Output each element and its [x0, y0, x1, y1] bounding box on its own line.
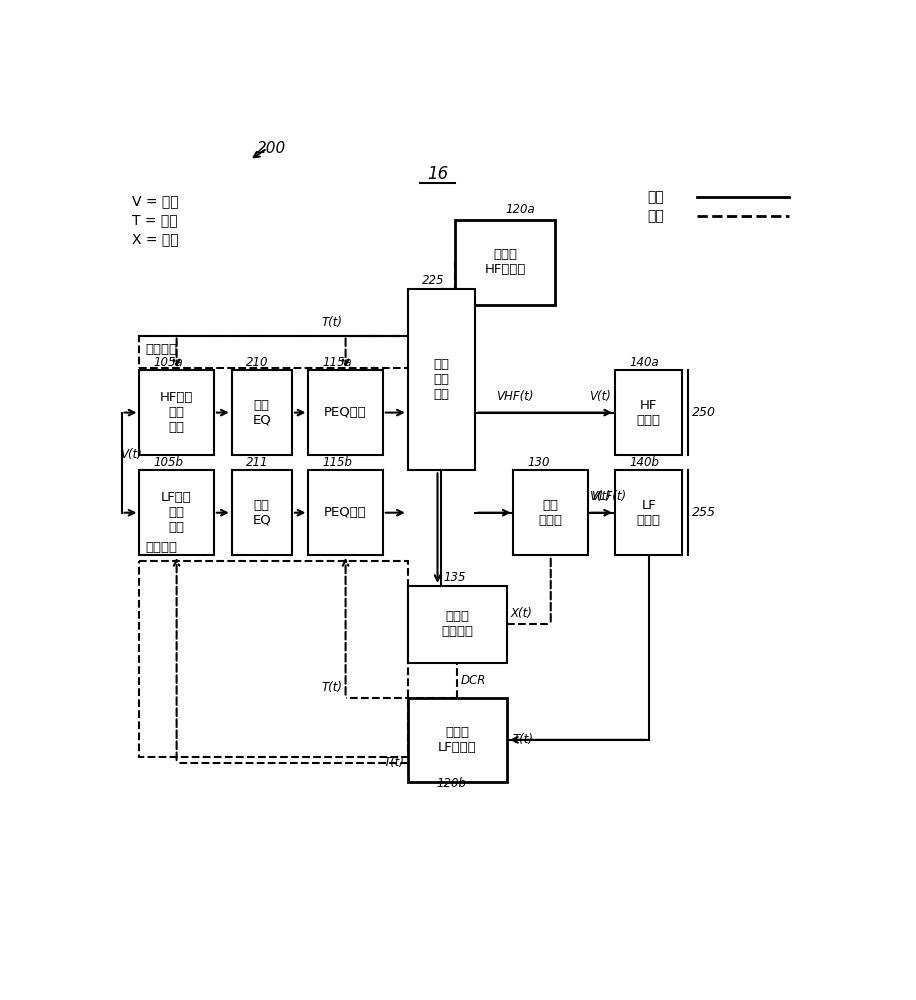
Text: 200: 200 — [256, 141, 286, 156]
Text: 增益调整: 增益调整 — [145, 541, 177, 554]
Bar — [309, 470, 383, 555]
Bar — [615, 370, 682, 455]
Text: 255: 255 — [692, 506, 715, 519]
Text: T(t): T(t) — [321, 316, 342, 329]
Bar — [615, 470, 682, 555]
Text: V = 电压: V = 电压 — [132, 194, 179, 208]
Bar — [139, 336, 455, 368]
Text: T(t): T(t) — [321, 681, 342, 694]
Bar — [408, 698, 507, 782]
Text: PEQ校正: PEQ校正 — [324, 506, 367, 519]
Text: 热模型
LF驱动器: 热模型 LF驱动器 — [438, 726, 476, 754]
Text: 115a: 115a — [322, 356, 353, 369]
Text: T(t): T(t) — [383, 756, 404, 769]
Bar — [139, 561, 408, 757]
Text: 非线性
漂移模型: 非线性 漂移模型 — [442, 610, 474, 638]
Bar — [309, 370, 383, 455]
Text: 120b: 120b — [436, 777, 466, 790]
Text: LF增益
热限
制器: LF增益 热限 制器 — [161, 491, 192, 534]
Text: 130: 130 — [528, 456, 551, 469]
Text: 音频: 音频 — [647, 190, 664, 204]
Text: 系统
先行
延迟: 系统 先行 延迟 — [433, 358, 450, 401]
Bar — [232, 370, 292, 455]
Text: 210: 210 — [245, 356, 268, 369]
Text: V(t): V(t) — [590, 490, 611, 503]
Text: 120a: 120a — [505, 203, 535, 216]
Text: 16: 16 — [427, 165, 448, 183]
Text: PEQ校正: PEQ校正 — [324, 406, 367, 419]
Bar — [232, 470, 292, 555]
Text: V(t): V(t) — [590, 390, 611, 403]
Text: 增益调整: 增益调整 — [145, 343, 177, 356]
Bar — [514, 470, 588, 555]
Text: X = 位移: X = 位移 — [132, 232, 179, 246]
Bar — [455, 220, 554, 305]
Text: 135: 135 — [443, 571, 465, 584]
Text: 140b: 140b — [629, 456, 660, 469]
Text: LF
驱动器: LF 驱动器 — [637, 499, 660, 527]
Text: VHF(t): VHF(t) — [496, 390, 534, 403]
Text: 225: 225 — [422, 274, 444, 287]
Text: 低通
EQ: 低通 EQ — [253, 499, 271, 527]
Bar — [139, 370, 213, 455]
Text: 250: 250 — [692, 406, 715, 419]
Text: 105b: 105b — [154, 456, 183, 469]
Text: T(t): T(t) — [513, 733, 534, 746]
Bar — [139, 470, 213, 555]
Text: 105a: 105a — [154, 356, 183, 369]
Bar — [408, 586, 507, 663]
Text: DCR: DCR — [461, 674, 486, 687]
Text: VLF(t): VLF(t) — [592, 490, 627, 503]
Bar — [408, 289, 475, 470]
Text: 热模型
HF驱动器: 热模型 HF驱动器 — [485, 248, 526, 276]
Text: HF增益
热限
制器: HF增益 热限 制器 — [160, 391, 193, 434]
Text: 漂移
限制器: 漂移 限制器 — [539, 499, 562, 527]
Text: 数据: 数据 — [647, 209, 664, 223]
Text: 140a: 140a — [629, 356, 659, 369]
Text: 高通
EQ: 高通 EQ — [253, 399, 271, 427]
Text: V(t): V(t) — [120, 448, 142, 461]
Text: 115b: 115b — [322, 456, 353, 469]
Text: HF
驱动器: HF 驱动器 — [637, 399, 660, 427]
Text: T = 温度: T = 温度 — [132, 213, 178, 227]
Text: 211: 211 — [245, 456, 268, 469]
Text: X(t): X(t) — [510, 607, 532, 620]
